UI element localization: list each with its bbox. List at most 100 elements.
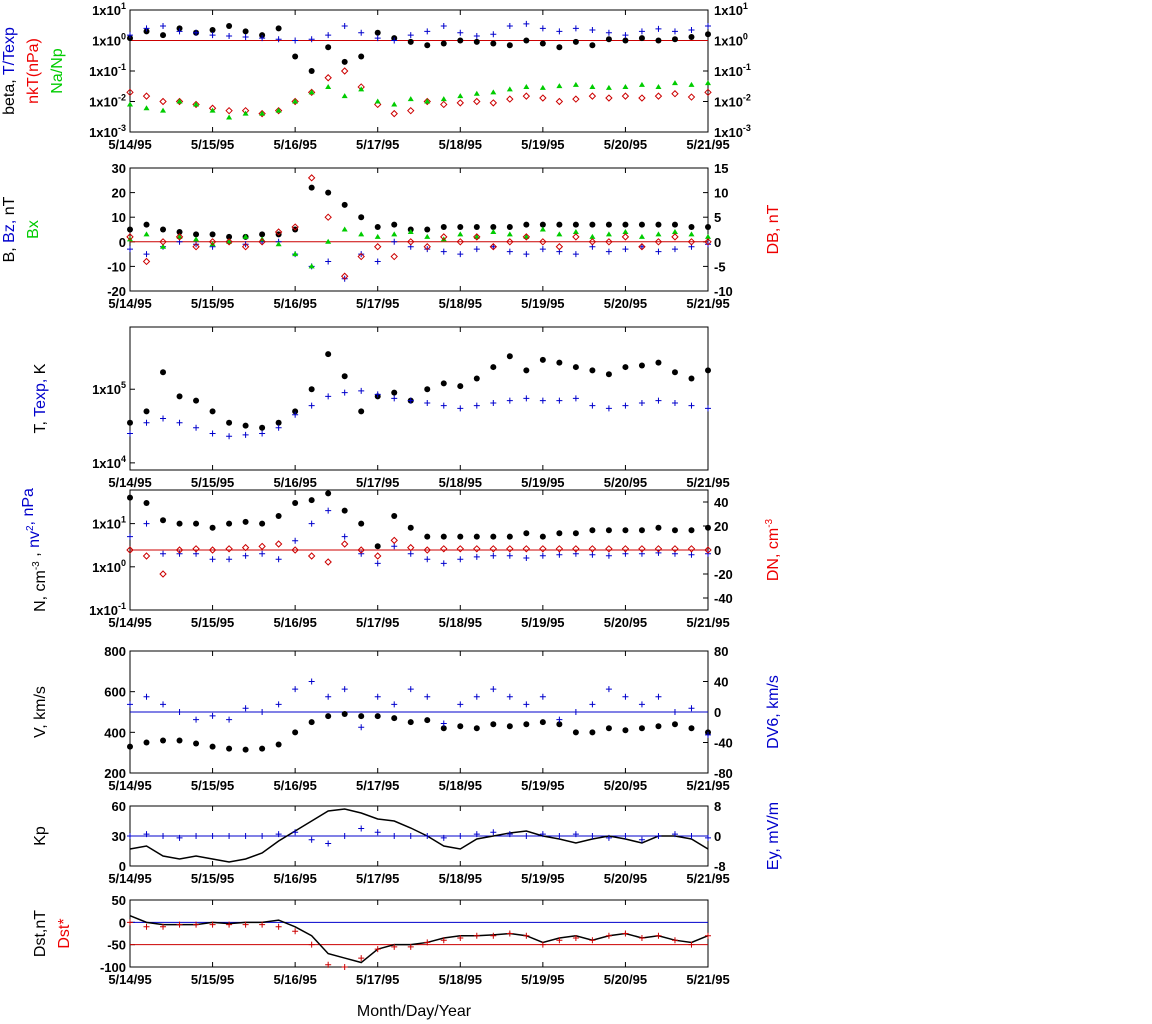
data-point	[274, 228, 283, 236]
y-left-tick-label: -20	[107, 284, 126, 299]
data-point	[473, 932, 480, 939]
data-point	[209, 231, 216, 238]
data-point	[423, 546, 431, 554]
series-dv6	[127, 678, 711, 738]
x-tick-label: 5/20/95	[604, 871, 647, 886]
panel-p3: 5/14/95 5/15/95 5/16/95 5/17/95 5/18/95 5/19/…	[32, 326, 730, 490]
data-point	[473, 831, 480, 838]
data-point	[539, 693, 546, 700]
data-point	[506, 22, 513, 29]
y-right-tick-label: -40	[714, 736, 733, 751]
data-point	[473, 38, 480, 45]
data-point	[159, 570, 167, 578]
data-point	[523, 554, 530, 561]
data-point	[671, 831, 678, 838]
data-point	[506, 831, 513, 838]
data-point	[589, 551, 596, 558]
data-point	[259, 110, 266, 116]
data-point	[555, 545, 564, 553]
data-point	[160, 701, 167, 708]
data-point	[490, 932, 497, 939]
x-tick-label: 5/17/95	[356, 296, 399, 311]
data-point	[407, 524, 414, 531]
data-point	[506, 42, 513, 49]
data-point	[143, 105, 150, 111]
x-tick-label: 5/14/95	[108, 475, 151, 490]
y-right-title: DV6, km/s	[765, 675, 782, 749]
data-point	[424, 233, 431, 239]
data-point	[226, 716, 233, 723]
data-point	[523, 20, 530, 27]
data-point	[242, 705, 249, 712]
data-point	[192, 545, 200, 553]
data-point	[175, 97, 184, 106]
data-point	[638, 221, 645, 228]
data-point	[688, 705, 695, 712]
panel-p1: 5/14/95 5/15/95 5/16/95 5/17/95 5/18/95 5/19/…	[1, 1, 751, 152]
data-point	[440, 725, 447, 732]
data-point	[539, 84, 546, 90]
data-point	[374, 946, 381, 953]
x-tick-label: 5/19/95	[521, 137, 564, 152]
data-point	[192, 100, 200, 109]
data-point	[457, 231, 464, 237]
data-point	[572, 81, 579, 87]
data-point	[242, 431, 249, 438]
data-point	[473, 553, 480, 560]
data-point	[176, 228, 183, 235]
data-point	[292, 53, 299, 60]
data-point	[490, 31, 497, 38]
data-point	[440, 100, 448, 109]
data-point	[506, 552, 513, 559]
data-point	[621, 545, 630, 553]
data-point	[175, 546, 184, 554]
data-point	[671, 228, 678, 234]
data-point	[687, 545, 696, 553]
data-point	[143, 231, 150, 237]
data-point	[523, 932, 530, 939]
x-tick-label: 5/14/95	[108, 871, 151, 886]
data-point	[705, 31, 711, 38]
data-point	[440, 720, 447, 727]
data-point	[209, 32, 216, 39]
x-tick-label: 5/17/95	[356, 137, 399, 152]
data-point	[341, 711, 348, 718]
data-point	[622, 83, 629, 89]
data-point	[325, 351, 332, 358]
data-point	[242, 110, 249, 116]
data-point	[705, 932, 711, 939]
data-point	[291, 223, 299, 231]
data-point	[308, 68, 315, 74]
data-point	[704, 238, 712, 246]
y-left-title: Dst,nT	[32, 910, 49, 957]
x-tick-label: 5/20/95	[604, 778, 647, 793]
data-point	[506, 224, 513, 231]
data-point	[473, 545, 481, 553]
data-point	[622, 228, 629, 234]
data-point	[259, 921, 266, 928]
data-point	[142, 92, 151, 100]
data-point	[143, 419, 150, 426]
data-point	[341, 389, 348, 396]
data-point	[176, 98, 183, 104]
data-point	[292, 98, 299, 104]
series-t	[127, 351, 711, 431]
data-point	[127, 494, 133, 501]
data-point	[176, 834, 183, 841]
data-point	[325, 961, 332, 968]
y-right-tick-label: 1x100	[714, 32, 748, 49]
data-point	[407, 397, 414, 404]
y-right-tick-label: -8	[714, 859, 726, 874]
data-point	[424, 717, 431, 724]
data-point	[440, 834, 447, 841]
x-tick-label: 5/19/95	[521, 972, 564, 987]
data-point	[274, 106, 283, 115]
x-tick-label: 5/18/95	[439, 615, 482, 630]
y-left-tick-label: 800	[104, 644, 126, 659]
panel-p6: 5/14/95 5/15/95 5/16/95 5/17/95 5/18/95 5/19/…	[32, 799, 782, 886]
data-point	[193, 397, 200, 404]
data-point	[193, 520, 200, 527]
data-point	[490, 228, 497, 234]
y-left-title: N, cm-3 , nv2, nPa	[20, 488, 49, 612]
data-point	[308, 184, 315, 191]
